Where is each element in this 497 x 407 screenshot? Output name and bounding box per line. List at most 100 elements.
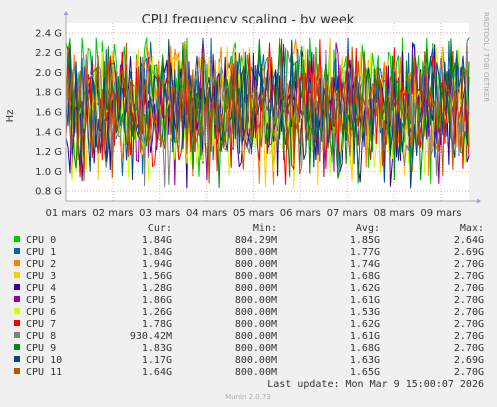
legend-swatch: [14, 344, 20, 350]
legend-max-value: 2.70G: [454, 283, 484, 294]
legend-column-header: Max:: [460, 223, 484, 234]
legend-max-value: 2.69G: [454, 355, 484, 366]
legend-swatch: [14, 248, 20, 254]
legend-avg-value: 1.68G: [350, 271, 380, 282]
legend-max-value: 2.70G: [454, 271, 484, 282]
legend-min-value: 800.00M: [235, 283, 277, 294]
legend-min-value: 800.00M: [235, 307, 277, 318]
legend-swatch: [14, 272, 20, 278]
legend-column-header: Avg:: [356, 223, 380, 234]
x-tick-label: 01 mars: [45, 208, 86, 219]
legend-column-header: Cur:: [148, 223, 172, 234]
legend-series-name: CPU 3: [26, 271, 56, 282]
legend-cur-value: 1.83G: [142, 343, 172, 354]
legend-swatch: [14, 320, 20, 326]
legend-max-value: 2.70G: [454, 307, 484, 318]
legend-min-value: 800.00M: [235, 367, 277, 378]
legend-min-value: 800.00M: [235, 331, 277, 342]
y-tick-label: 1.6 G: [35, 108, 62, 119]
legend-swatch: [14, 236, 20, 242]
legend-max-value: 2.70G: [454, 319, 484, 330]
legend-avg-value: 1.68G: [350, 343, 380, 354]
legend-cur-value: 1.84G: [142, 235, 172, 246]
x-tick-label: 07 mars: [327, 208, 368, 219]
munin-version: Munin 2.0.73: [225, 393, 271, 401]
legend-min-value: 800.00M: [235, 319, 277, 330]
legend-min-value: 800.00M: [235, 259, 277, 270]
legend-series-name: CPU 11: [26, 367, 62, 378]
legend-series-name: CPU 7: [26, 319, 56, 330]
axes: [63, 11, 481, 204]
legend-column-header: Min:: [253, 223, 277, 234]
legend-swatch: [14, 284, 20, 290]
legend-min-value: 800.00M: [235, 343, 277, 354]
legend-avg-value: 1.65G: [350, 367, 380, 378]
legend-avg-value: 1.61G: [350, 295, 380, 306]
legend-max-value: 2.70G: [454, 259, 484, 270]
x-tick-label: 03 mars: [139, 208, 180, 219]
legend-max-value: 2.64G: [454, 235, 484, 246]
y-tick-label: 2.2 G: [35, 48, 62, 59]
x-tick-label: 04 mars: [186, 208, 227, 219]
legend-cur-value: 1.64G: [142, 367, 172, 378]
legend-avg-value: 1.61G: [350, 331, 380, 342]
legend-avg-value: 1.53G: [350, 307, 380, 318]
y-ticks: 0.8 G 1.0 G 1.2 G 1.4 G 1.6 G 1.8 G 2.0 G 2.2 G…: [35, 28, 62, 197]
legend-min-value: 800.00M: [235, 247, 277, 258]
legend: Cur: Min: Avg: Max: CPU 0 1.84G 804.29M 1.85G 2.…: [14, 223, 484, 378]
legend-avg-value: 1.77G: [350, 247, 380, 258]
y-axis-label: Hz: [5, 110, 16, 123]
legend-swatch: [14, 356, 20, 362]
legend-series-name: CPU 8: [26, 331, 56, 342]
legend-max-value: 2.69G: [454, 247, 484, 258]
legend-series-name: CPU 4: [26, 283, 56, 294]
legend-cur-value: 1.78G: [142, 319, 172, 330]
legend-swatch: [14, 296, 20, 302]
legend-cur-value: 1.84G: [142, 247, 172, 258]
legend-swatch: [14, 260, 20, 266]
y-tick-label: 1.4 G: [35, 127, 62, 138]
legend-cur-value: 1.86G: [142, 295, 172, 306]
legend-cur-value: 930.42M: [130, 331, 172, 342]
x-axis-arrow: [477, 198, 481, 204]
x-tick-label: 02 mars: [92, 208, 133, 219]
legend-max-value: 2.70G: [454, 367, 484, 378]
rrdtool-credit: RRDTOOL / TOBI OETIKER: [482, 12, 490, 102]
legend-avg-value: 1.62G: [350, 283, 380, 294]
legend-min-value: 804.29M: [235, 235, 277, 246]
legend-avg-value: 1.63G: [350, 355, 380, 366]
series-lines: [65, 37, 470, 189]
y-tick-label: 2.4 G: [35, 28, 62, 39]
legend-avg-value: 1.62G: [350, 319, 380, 330]
legend-cur-value: 1.26G: [142, 307, 172, 318]
y-tick-label: 1.2 G: [35, 147, 62, 158]
legend-swatch: [14, 332, 20, 338]
y-tick-label: 2.0 G: [35, 68, 62, 79]
y-tick-label: 0.8 G: [35, 187, 62, 198]
legend-cur-value: 1.17G: [142, 355, 172, 366]
legend-max-value: 2.70G: [454, 343, 484, 354]
legend-series-name: CPU 10: [26, 355, 62, 366]
x-tick-label: 06 mars: [280, 208, 321, 219]
series-line-cpu-11: [65, 42, 470, 184]
x-ticks: 01 mars 02 mars 03 mars 04 mars 05 mars 06 ma…: [45, 208, 461, 219]
legend-series-name: CPU 5: [26, 295, 56, 306]
legend-series-name: CPU 9: [26, 343, 56, 354]
legend-series-name: CPU 6: [26, 307, 56, 318]
legend-cur-value: 1.94G: [142, 259, 172, 270]
x-tick-label: 09 mars: [420, 208, 461, 219]
legend-min-value: 800.00M: [235, 271, 277, 282]
legend-series-name: CPU 2: [26, 259, 56, 270]
legend-series-name: CPU 1: [26, 247, 56, 258]
legend-swatch: [14, 308, 20, 314]
legend-min-value: 800.00M: [235, 295, 277, 306]
series-line-cpu-10: [65, 39, 470, 189]
legend-series-name: CPU 0: [26, 235, 56, 246]
x-tick-label: 08 mars: [373, 208, 414, 219]
y-axis-arrow: [63, 11, 69, 15]
legend-cur-value: 1.56G: [142, 271, 172, 282]
legend-cur-value: 1.28G: [142, 283, 172, 294]
y-tick-label: 1.0 G: [35, 167, 62, 178]
legend-avg-value: 1.74G: [350, 259, 380, 270]
